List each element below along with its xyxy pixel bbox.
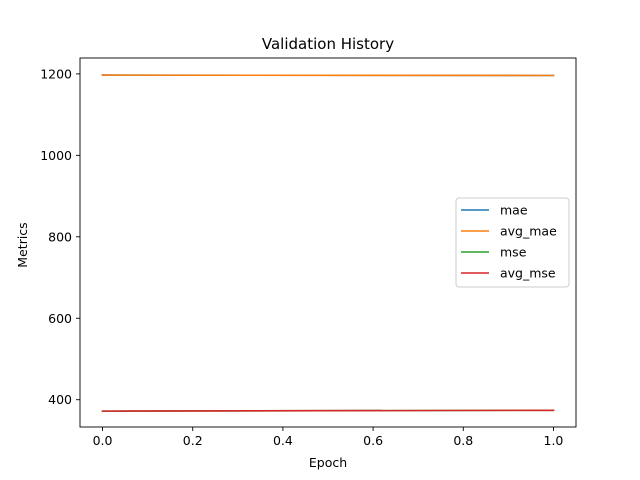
x-axis-label: Epoch (309, 455, 347, 470)
x-tick-label: 0.2 (183, 433, 203, 448)
legend-label-mae: mae (500, 203, 528, 218)
x-tick-label: 0.4 (273, 433, 293, 448)
legend-box (455, 197, 570, 288)
plot-area: 0.0 0.2 0.4 0.6 0.8 1.0 400 600 800 1000 1200 (40, 57, 577, 448)
axes-frame (79, 57, 577, 428)
legend-label-avg_mae: avg_mae (500, 224, 557, 239)
y-tick-label: 1200 (40, 66, 72, 81)
x-tick-label: 1.0 (544, 433, 564, 448)
y-tick-label: 600 (48, 311, 72, 326)
y-tick-label: 400 (48, 392, 72, 407)
x-tick-label: 0.6 (363, 433, 383, 448)
x-tick-label: 0.8 (453, 433, 473, 448)
x-tick-label: 0.0 (93, 433, 113, 448)
chart-title: Validation History (262, 35, 394, 53)
legend-label-mse: mse (500, 245, 527, 260)
y-tick-label: 1000 (40, 148, 72, 163)
y-axis-label: Metrics (15, 222, 30, 267)
y-tick-label: 800 (48, 229, 72, 244)
series-line-avg_mse (101, 409, 555, 412)
legend-label-avg_mse: avg_mse (500, 266, 556, 281)
